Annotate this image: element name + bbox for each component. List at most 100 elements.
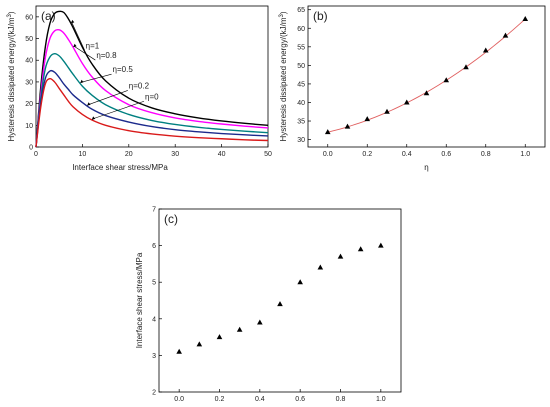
series-line-0 [35, 10, 269, 148]
data-point [384, 108, 390, 114]
y-axis-label-text: Interface shear stress/MPa [135, 252, 144, 348]
data-point [236, 326, 243, 332]
panel-label: (b) [313, 9, 328, 23]
data-point [403, 99, 410, 105]
y-tick-label: 35 [297, 119, 305, 126]
y-axis-label: Hysteresis dissipated energy/(kJ/m3) [279, 11, 288, 141]
data-point [482, 47, 489, 53]
data-point [277, 301, 283, 307]
data-point [324, 129, 331, 135]
series-line-3 [35, 69, 269, 148]
y-tick-label: 40 [297, 100, 305, 107]
y-tick-label: 4 [152, 316, 156, 323]
x-tick-label: 0.4 [255, 396, 265, 403]
data-point [337, 253, 344, 259]
y-tick-label: 60 [297, 26, 305, 33]
x-tick-label: 0.4 [402, 151, 412, 158]
x-axis-label: Interface shear stress/MPa [72, 163, 168, 172]
annotation-label: η=0.2 [129, 81, 150, 90]
y-tick-label: 50 [297, 63, 305, 70]
y-axis-label-sup: 3 [7, 13, 13, 17]
series-line-4 [35, 77, 269, 148]
data-point [423, 90, 430, 96]
data-point [378, 242, 384, 248]
plot-frame [35, 5, 269, 148]
data-point [257, 319, 263, 325]
y-tick-label: 30 [25, 79, 33, 86]
x-tick-label: 0.8 [336, 396, 346, 403]
x-tick-label: 0.0 [323, 151, 333, 158]
annotation-pointer [87, 90, 128, 106]
x-tick-label: 0.6 [295, 396, 305, 403]
series-line-1 [35, 28, 269, 148]
y-tick-label: 6 [152, 243, 156, 250]
x-tick-label: 0.2 [362, 151, 372, 158]
y-tick-label: 50 [25, 36, 33, 43]
y-tick-label: 7 [152, 207, 156, 214]
annotation-pointer [71, 22, 85, 51]
annotation-pointer [92, 100, 145, 120]
data-point [216, 334, 223, 340]
data-point [297, 279, 303, 285]
annotation-arrowhead [73, 43, 77, 48]
data-point [463, 64, 469, 70]
y-axis-label-text: Hysteresis dissipated energy/(kJ/m [7, 17, 16, 141]
annotation-arrowhead [87, 102, 91, 106]
data-point [344, 123, 351, 129]
annotation-label: η=0.5 [113, 65, 134, 74]
x-tick-label: 1.0 [520, 151, 530, 158]
y-tick-label: 30 [297, 137, 305, 144]
y-tick-label: 20 [25, 101, 33, 108]
y-axis-label: Interface shear stress/MPa [135, 252, 144, 348]
panel-label: (a) [41, 9, 56, 23]
y-tick-label: 5 [152, 280, 156, 287]
x-tick-label: 1.0 [376, 396, 386, 403]
annotation-pointer [73, 45, 96, 61]
chart-panel-1: 0.0 0.2 0.4 0.6 0.8 1.0 30 35 40 45 50 55 60 65 (b) η Hy… [279, 5, 546, 172]
chart-panel-2: 0.0 0.2 0.4 0.6 0.8 1.0 2 3 4 5 6 7 (c) Interface she… [135, 207, 402, 403]
data-point [317, 264, 324, 270]
y-axis-label: Hysteresis dissipated energy/(kJ/m3) [7, 11, 16, 141]
data-point [522, 15, 529, 21]
annotation-label: η=0 [145, 92, 159, 101]
x-axis-label: η [424, 163, 428, 172]
annotation-arrowhead [80, 79, 84, 84]
y-tick-label: 40 [25, 58, 33, 65]
panel-label: (c) [164, 212, 178, 226]
series-line-2 [35, 53, 269, 148]
y-axis-label-end: ) [279, 11, 288, 14]
y-tick-label: 55 [297, 44, 305, 51]
y-tick-label: 60 [25, 14, 33, 21]
data-point [196, 341, 203, 347]
y-tick-label: 45 [297, 81, 305, 88]
annotation-arrowhead [91, 116, 96, 120]
x-tick-label: 50 [264, 151, 272, 158]
annotation-label: η=1 [86, 41, 100, 50]
x-tick-label: 30 [171, 151, 179, 158]
data-point [443, 77, 450, 83]
y-axis-label-end: ) [7, 11, 16, 14]
data-point [364, 116, 371, 122]
x-tick-label: 0.0 [174, 396, 184, 403]
x-tick-label: 10 [79, 151, 87, 158]
x-tick-label: 40 [218, 151, 226, 158]
y-tick-label: 65 [297, 7, 305, 14]
data-point [357, 246, 364, 252]
y-axis-label-text: Hysteresis dissipated energy/(kJ/m [279, 17, 288, 141]
x-tick-label: 0 [34, 151, 38, 158]
data-point [176, 348, 182, 354]
y-tick-label: 2 [152, 390, 156, 397]
y-tick-label: 10 [25, 123, 33, 130]
data-point [502, 32, 509, 38]
fit-curve [327, 18, 526, 133]
y-axis-label-sup: 3 [279, 13, 285, 17]
y-tick-label: 3 [152, 353, 156, 360]
annotation-label: η=0.8 [96, 51, 117, 60]
annotation-arrowhead [70, 19, 75, 24]
plot-frame [158, 208, 402, 393]
annotation-pointer [81, 73, 112, 83]
chart-panel-0: 0 10 20 30 40 50 0 10 20 30 40 50 60 (a) Interface she… [7, 5, 272, 172]
plot-frame [307, 5, 546, 148]
y-tick-label: 0 [29, 145, 33, 152]
